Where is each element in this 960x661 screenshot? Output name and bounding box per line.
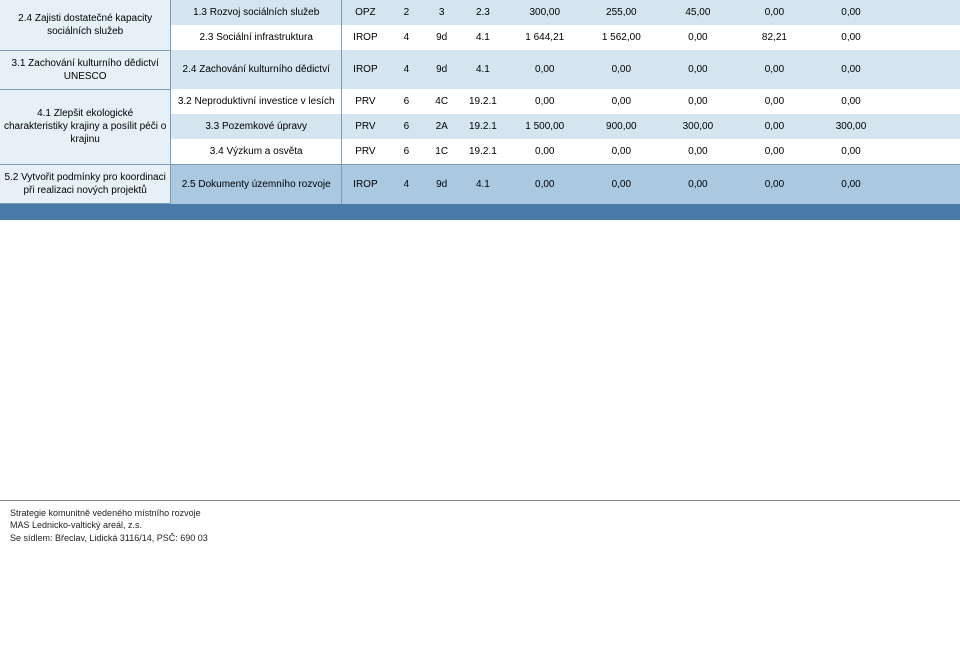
row-v5: 0,00: [813, 50, 890, 89]
page-footer: Strategie komunitně vedeného místního ro…: [0, 500, 960, 551]
row-n3: 4.1: [459, 50, 506, 89]
row-prog: PRV: [342, 114, 389, 139]
row-v5: 300,00: [813, 114, 890, 139]
footer-line-3: Se sídlem: Břeclav, Lidická 3116/14, PSČ…: [10, 532, 950, 545]
row-v5: 0,00: [813, 0, 890, 25]
row-v3: 0,00: [660, 89, 737, 114]
row-end-spacer: [889, 50, 960, 89]
row-n2: 4C: [424, 89, 459, 114]
row-n1: 4: [389, 50, 424, 89]
row-n2: 9d: [424, 25, 459, 50]
footer-line-1: Strategie komunitně vedeného místního ro…: [10, 507, 950, 520]
row-n3: 4.1: [459, 25, 506, 50]
row-desc: 1.3 Rozvoj sociálních služeb: [171, 0, 342, 25]
footer-line-2: MAS Lednicko-valtický areál, z.s.: [10, 519, 950, 532]
row-n3: 19.2.1: [459, 139, 506, 165]
row-n1: 2: [389, 0, 424, 25]
row-end-spacer: [889, 165, 960, 204]
main-table: 2.4 Zajisti dostatečné kapacity sociální…: [0, 0, 960, 220]
row-v2: 0,00: [583, 139, 660, 165]
row-v4: 0,00: [736, 89, 813, 114]
row-end-spacer: [889, 139, 960, 165]
row-n1: 4: [389, 25, 424, 50]
row-v1: 1 644,21: [506, 25, 583, 50]
row-v4: 0,00: [736, 165, 813, 204]
row-v4: 82,21: [736, 25, 813, 50]
row-v5: 0,00: [813, 25, 890, 50]
row-v3: 0,00: [660, 165, 737, 204]
row-v2: 1 562,00: [583, 25, 660, 50]
row-desc: 3.4 Výzkum a osvěta: [171, 139, 342, 165]
row-v4: 0,00: [736, 114, 813, 139]
row-n1: 6: [389, 139, 424, 165]
row-desc: 2.5 Dokumenty územního rozvoje: [171, 165, 342, 204]
row-desc: 2.3 Sociální infrastruktura: [171, 25, 342, 50]
row-v1: 0,00: [506, 89, 583, 114]
row-desc: 3.3 Pozemkové úpravy: [171, 114, 342, 139]
row-n2: 9d: [424, 165, 459, 204]
row-v3: 0,00: [660, 25, 737, 50]
row-desc: 2.4 Zachování kulturního dědictví: [171, 50, 342, 89]
row-prog: IROP: [342, 165, 389, 204]
row-prog: PRV: [342, 89, 389, 114]
row-v1: 0,00: [506, 50, 583, 89]
row-v2: 255,00: [583, 0, 660, 25]
row-v3: 0,00: [660, 139, 737, 165]
row-end-spacer: [889, 0, 960, 25]
row-v3: 0,00: [660, 50, 737, 89]
row-end-spacer: [889, 114, 960, 139]
row-v4: 0,00: [736, 0, 813, 25]
row-desc: 3.2 Neproduktivní investice v lesích: [171, 89, 342, 114]
row-v1: 0,00: [506, 139, 583, 165]
row-n2: 1C: [424, 139, 459, 165]
row-v1: 300,00: [506, 0, 583, 25]
row-end-spacer: [889, 89, 960, 114]
row-group-label: 3.1 Zachování kulturního dědictví UNESCO: [0, 50, 171, 89]
row-v1: 0,00: [506, 165, 583, 204]
row-n3: 4.1: [459, 165, 506, 204]
row-v5: 0,00: [813, 165, 890, 204]
row-group-label: 4.1 Zlepšit ekologické charakteristiky k…: [0, 89, 171, 165]
row-n2: 2A: [424, 114, 459, 139]
row-v4: 0,00: [736, 50, 813, 89]
row-n1: 4: [389, 165, 424, 204]
row-v1: 1 500,00: [506, 114, 583, 139]
row-v2: 0,00: [583, 50, 660, 89]
row-prog: IROP: [342, 50, 389, 89]
table-footer-bar: [0, 204, 960, 220]
row-n2: 3: [424, 0, 459, 25]
row-prog: OPZ: [342, 0, 389, 25]
row-group-label: 2.4 Zajisti dostatečné kapacity sociální…: [0, 0, 171, 50]
row-prog: PRV: [342, 139, 389, 165]
row-v5: 0,00: [813, 139, 890, 165]
row-n2: 9d: [424, 50, 459, 89]
row-n3: 19.2.1: [459, 89, 506, 114]
row-v2: 0,00: [583, 89, 660, 114]
row-v5: 0,00: [813, 89, 890, 114]
row-end-spacer: [889, 25, 960, 50]
row-v3: 45,00: [660, 0, 737, 25]
row-v4: 0,00: [736, 139, 813, 165]
row-v2: 900,00: [583, 114, 660, 139]
row-n1: 6: [389, 114, 424, 139]
row-v3: 300,00: [660, 114, 737, 139]
row-group-label: 5.2 Vytvořit podmínky pro koordinaci při…: [0, 165, 171, 204]
row-v2: 0,00: [583, 165, 660, 204]
row-prog: IROP: [342, 25, 389, 50]
row-n1: 6: [389, 89, 424, 114]
row-n3: 2.3: [459, 0, 506, 25]
row-n3: 19.2.1: [459, 114, 506, 139]
